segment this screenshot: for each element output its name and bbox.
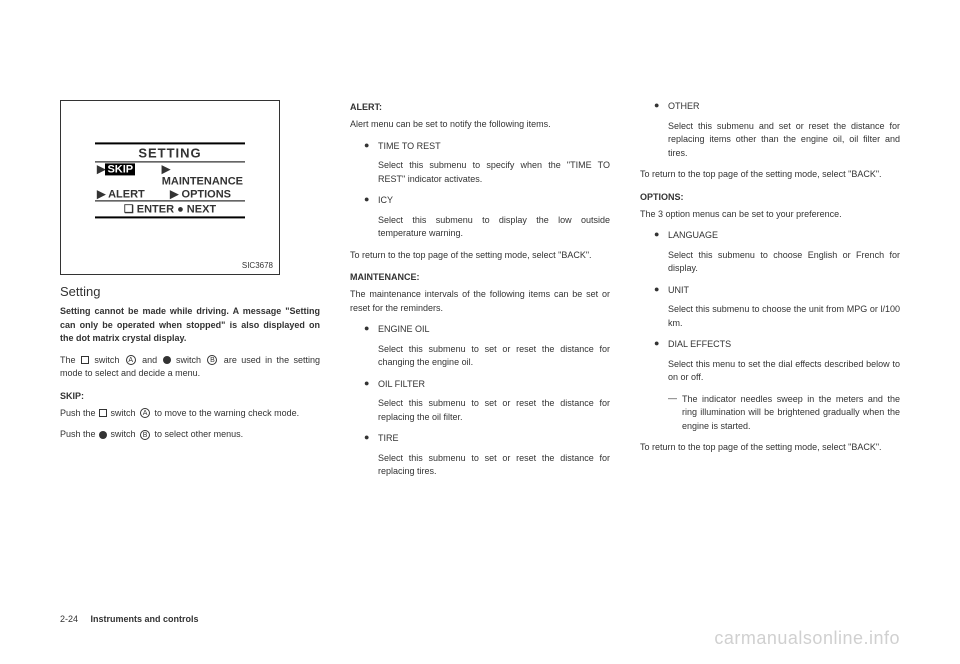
dial-label: DIAL EFFECTS	[668, 338, 900, 352]
fig-bottom: ❏ ENTER ● NEXT	[95, 200, 245, 216]
setting-figure: SETTING ▶SKIP ▶ MAINTENANCE ▶ ALERT ▶ OP…	[60, 100, 280, 275]
alert-head: ALERT:	[350, 102, 610, 112]
unit-desc: Select this submenu to choose the unit f…	[668, 303, 900, 330]
fig-skip: SKIP	[105, 163, 135, 175]
other-label: OTHER	[668, 100, 900, 114]
skip-para: Push the switch A to move to the warning…	[60, 407, 320, 421]
figure-code: SIC3678	[242, 261, 273, 270]
circle-icon	[99, 431, 107, 439]
column-2: ALERT: Alert menu can be set to notify t…	[350, 100, 610, 487]
tire-label: TIRE	[378, 432, 610, 446]
time-label: TIME TO REST	[378, 140, 610, 154]
list-item: ● TIRE	[364, 432, 610, 446]
column-1: SETTING ▶SKIP ▶ MAINTENANCE ▶ ALERT ▶ OP…	[60, 100, 320, 487]
time-desc: Select this submenu to specify when the …	[378, 159, 610, 186]
letter-a-icon: A	[126, 355, 136, 365]
maint-para: The maintenance intervals of the followi…	[350, 288, 610, 315]
bullet-icon: ●	[364, 323, 378, 337]
return-para: To return to the top page of the setting…	[350, 249, 610, 263]
alert-para: Alert menu can be set to notify the foll…	[350, 118, 610, 132]
bullet-icon: ●	[364, 378, 378, 392]
setting-bold-para: Setting cannot be made while driving. A …	[60, 305, 320, 346]
list-item: ● UNIT	[654, 284, 900, 298]
bullet-icon: ●	[364, 432, 378, 446]
filter-desc: Select this submenu to set or reset the …	[378, 397, 610, 424]
push-para: Push the switch B to select other menus.	[60, 428, 320, 442]
letter-b-icon: B	[140, 430, 150, 440]
column-3: ● OTHER Select this submenu and set or r…	[640, 100, 900, 487]
dash-icon: —	[668, 393, 682, 434]
oil-desc: Select this submenu to set or reset the …	[378, 343, 610, 370]
skip-head: SKIP:	[60, 391, 320, 401]
oil-label: ENGINE OIL	[378, 323, 610, 337]
page-footer: 2-24 Instruments and controls	[60, 614, 199, 624]
dial-dash-text: The indicator needles sweep in the meter…	[682, 393, 900, 434]
list-item: ● DIAL EFFECTS	[654, 338, 900, 352]
icy-desc: Select this submenu to display the low o…	[378, 214, 610, 241]
section-title: Instruments and controls	[91, 614, 199, 624]
setting-heading: Setting	[60, 284, 320, 299]
bullet-icon: ●	[654, 284, 668, 298]
other-desc: Select this submenu and set or reset the…	[668, 120, 900, 161]
figure-title: SETTING	[95, 144, 245, 162]
list-item: ● ENGINE OIL	[364, 323, 610, 337]
dash-item: — The indicator needles sweep in the met…	[668, 393, 900, 434]
switch-para: The switch A and switch B are used in th…	[60, 354, 320, 381]
list-item: ● ICY	[364, 194, 610, 208]
letter-b-icon: B	[207, 355, 217, 365]
bullet-icon: ●	[364, 194, 378, 208]
bullet-icon: ●	[654, 338, 668, 352]
dial-desc: Select this menu to set the dial effects…	[668, 358, 900, 385]
square-icon	[99, 409, 107, 417]
circle-icon	[163, 356, 171, 364]
square-icon	[81, 356, 89, 364]
lang-label: LANGUAGE	[668, 229, 900, 243]
return-para-2: To return to the top page of the setting…	[640, 441, 900, 455]
lang-desc: Select this submenu to choose English or…	[668, 249, 900, 276]
bullet-icon: ●	[654, 229, 668, 243]
list-item: ● TIME TO REST	[364, 140, 610, 154]
options-para: The 3 option menus can be set to your pr…	[640, 208, 900, 222]
page-content: SETTING ▶SKIP ▶ MAINTENANCE ▶ ALERT ▶ OP…	[60, 100, 900, 487]
letter-a-icon: A	[140, 408, 150, 418]
maint-head: MAINTENANCE:	[350, 272, 610, 282]
list-item: ● OTHER	[654, 100, 900, 114]
icy-label: ICY	[378, 194, 610, 208]
list-item: ● LANGUAGE	[654, 229, 900, 243]
bullet-icon: ●	[364, 140, 378, 154]
bullet-icon: ●	[654, 100, 668, 114]
fig-maint: MAINTENANCE	[162, 175, 243, 187]
watermark: carmanualsonline.info	[714, 628, 900, 649]
tire-desc: Select this submenu to set or reset the …	[378, 452, 610, 479]
fig-options: OPTIONS	[182, 188, 232, 200]
options-head: OPTIONS:	[640, 192, 900, 202]
page-number: 2-24	[60, 614, 78, 624]
list-item: ● OIL FILTER	[364, 378, 610, 392]
fig-alert: ALERT	[108, 188, 145, 200]
filter-label: OIL FILTER	[378, 378, 610, 392]
unit-label: UNIT	[668, 284, 900, 298]
return-para: To return to the top page of the setting…	[640, 168, 900, 182]
